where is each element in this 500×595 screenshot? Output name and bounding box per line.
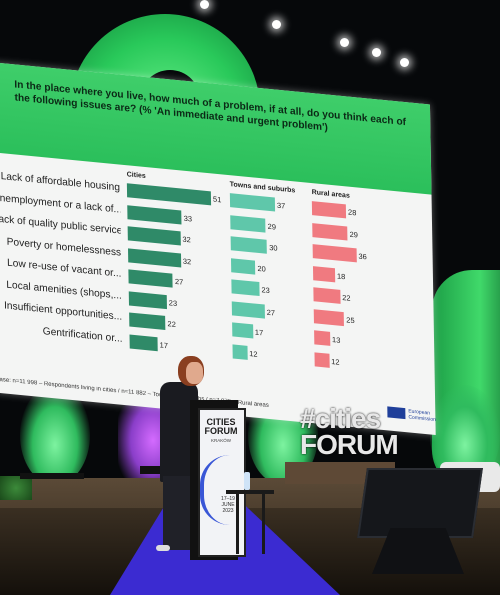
speaker-legs bbox=[163, 476, 191, 550]
bar-value-label: 36 bbox=[358, 251, 367, 262]
water-bottle bbox=[244, 472, 250, 490]
category-label: Lack of quality public services bbox=[0, 213, 121, 237]
bar bbox=[231, 300, 265, 319]
bar-value-label: 17 bbox=[159, 339, 169, 350]
bar bbox=[312, 265, 336, 282]
bar-value-label: 27 bbox=[174, 276, 184, 287]
lectern-title: CITIES FORUM bbox=[204, 417, 238, 436]
bar-value-label: 23 bbox=[168, 297, 178, 308]
ceiling-light bbox=[340, 38, 349, 47]
bar bbox=[311, 201, 347, 219]
series-header: Rural areas bbox=[311, 189, 350, 200]
bar bbox=[314, 351, 330, 368]
category-label: Poverty or homelessness bbox=[6, 236, 122, 259]
bar bbox=[229, 193, 276, 212]
bar-value-label: 12 bbox=[249, 348, 258, 359]
bar bbox=[232, 322, 253, 339]
bar bbox=[129, 312, 166, 330]
bar bbox=[127, 247, 181, 267]
confidence-monitor bbox=[357, 468, 483, 538]
bar bbox=[230, 236, 268, 254]
speaker-face bbox=[186, 362, 203, 384]
category-label: Lack of affordable housing bbox=[0, 171, 121, 194]
bar bbox=[314, 330, 331, 346]
stage-equipment bbox=[140, 466, 168, 474]
bar-value-label: 29 bbox=[349, 229, 359, 240]
bar bbox=[312, 222, 348, 241]
bar-value-label: 32 bbox=[182, 234, 191, 245]
ceiling-light bbox=[200, 0, 209, 9]
ceiling-light bbox=[272, 20, 281, 29]
series-header: Cities bbox=[126, 171, 146, 181]
lectern-subtitle: KRAKÓW bbox=[210, 438, 231, 443]
bar bbox=[129, 333, 158, 351]
category-label: Low re-use of vacant or... bbox=[6, 257, 122, 280]
lectern-curve-graphic bbox=[200, 455, 244, 525]
lectern-date: 17–19 JUNE 2023 bbox=[221, 496, 235, 514]
category-label: Insufficient opportunities... bbox=[3, 300, 123, 323]
side-table-leg bbox=[236, 494, 239, 554]
category-label: Unemployment or a lack of... bbox=[0, 191, 121, 216]
bar-chart: Lack of affordable housing Unemployment o… bbox=[0, 62, 436, 435]
category-label: Gentrification or... bbox=[42, 325, 123, 345]
bar bbox=[313, 287, 341, 304]
bar-value-label: 22 bbox=[342, 293, 351, 303]
bar-value-label: 20 bbox=[257, 263, 266, 274]
ceiling-light bbox=[400, 58, 409, 67]
projection-screen: 2 In the place where you live, how much … bbox=[0, 62, 436, 436]
bar bbox=[127, 204, 182, 225]
bar bbox=[230, 257, 256, 275]
bar bbox=[128, 269, 174, 288]
stage-equipment bbox=[20, 473, 84, 479]
series-header: Towns and suburbs bbox=[229, 181, 296, 195]
monitor-stand bbox=[372, 528, 464, 574]
bar bbox=[127, 226, 181, 246]
bar-value-label: 32 bbox=[182, 256, 192, 266]
bar-value-label: 29 bbox=[267, 221, 277, 232]
bar-value-label: 13 bbox=[331, 335, 341, 345]
speaker-shoe bbox=[156, 545, 170, 551]
category-label: Local amenities (shops,... bbox=[6, 279, 122, 302]
bar bbox=[232, 343, 248, 360]
side-table-leg bbox=[262, 494, 265, 554]
bar bbox=[312, 244, 357, 263]
plant bbox=[0, 476, 32, 500]
bar-value-label: 30 bbox=[269, 242, 278, 253]
bar-value-label: 33 bbox=[183, 213, 193, 224]
bar-value-label: 18 bbox=[336, 270, 346, 281]
bar-value-label: 51 bbox=[212, 194, 222, 205]
bar bbox=[313, 308, 345, 326]
bar bbox=[230, 214, 266, 233]
bar-value-label: 27 bbox=[266, 307, 276, 318]
bar-value-label: 22 bbox=[167, 319, 176, 329]
bar bbox=[231, 279, 260, 297]
bar-value-label: 25 bbox=[346, 314, 355, 325]
side-table bbox=[226, 490, 274, 494]
bar bbox=[128, 290, 167, 309]
cities-forum-sign: #cities FORUM bbox=[300, 403, 399, 460]
bar-value-label: 17 bbox=[254, 327, 264, 338]
ceiling-light bbox=[372, 48, 381, 57]
bar-value-label: 28 bbox=[347, 207, 357, 218]
bar-value-label: 37 bbox=[276, 200, 286, 211]
stage-green-light bbox=[20, 385, 90, 485]
bar-value-label: 23 bbox=[261, 285, 270, 296]
bar-value-label: 12 bbox=[331, 356, 340, 367]
bar bbox=[126, 183, 212, 206]
